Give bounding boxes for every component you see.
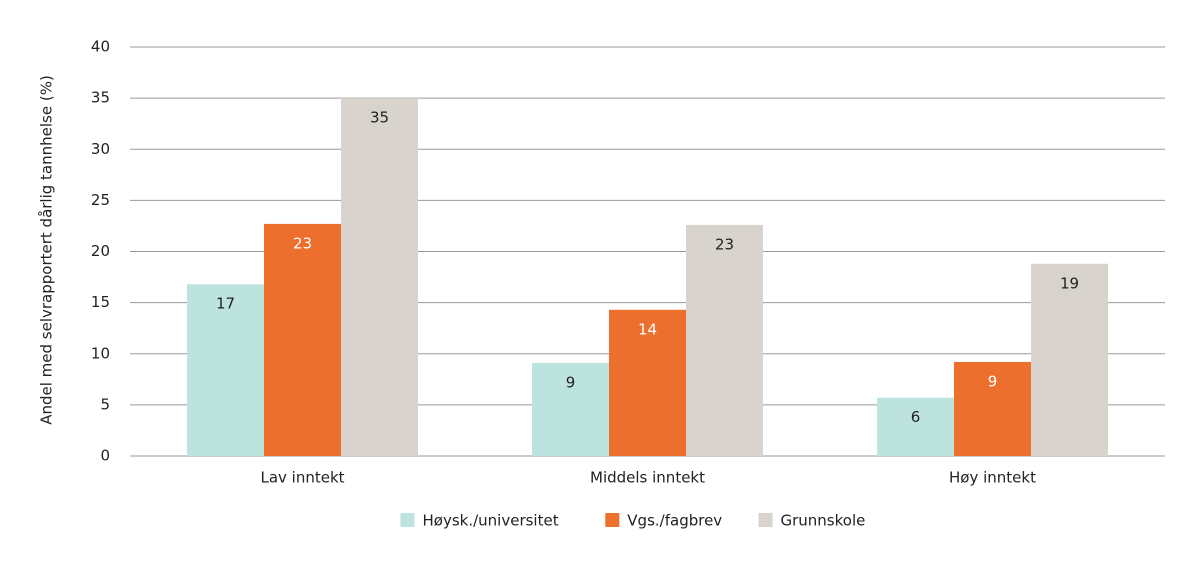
value-label: 14	[638, 320, 657, 338]
y-tick-label: 0	[100, 447, 110, 465]
value-label: 19	[1060, 274, 1079, 292]
legend-label: Grunnskole	[781, 512, 866, 530]
bar	[1031, 263, 1108, 456]
y-tick-label: 25	[91, 191, 110, 209]
legend-swatch	[758, 513, 773, 527]
value-label: 9	[566, 373, 576, 391]
value-label: 6	[911, 408, 921, 426]
y-tick-label: 35	[91, 89, 110, 107]
x-tick-label: Middels inntekt	[590, 469, 705, 487]
y-tick-label: 20	[91, 242, 110, 260]
y-axis-title: Andel med selvrapportert dårlig tannhels…	[38, 75, 56, 425]
bar	[264, 223, 341, 456]
bar	[609, 309, 686, 456]
x-tick-label: Lav inntekt	[260, 469, 344, 487]
bar	[187, 284, 264, 456]
legend-swatch	[400, 513, 415, 527]
value-label: 17	[216, 295, 235, 313]
bar	[877, 397, 954, 456]
y-tick-label: 40	[91, 38, 110, 56]
value-label: 35	[370, 109, 389, 127]
y-tick-label: 30	[91, 140, 110, 158]
x-tick-label: Høy inntekt	[949, 469, 1036, 487]
legend-label: Høysk./universitet	[423, 512, 559, 530]
legend-label: Vgs./fagbrev	[627, 512, 722, 530]
value-label: 23	[293, 234, 312, 252]
value-label: 23	[715, 235, 734, 253]
bar	[532, 362, 609, 456]
bar	[686, 224, 763, 456]
bar	[954, 361, 1031, 456]
value-label: 9	[988, 372, 998, 390]
y-tick-label: 15	[91, 293, 110, 311]
bar	[341, 98, 418, 456]
y-tick-label: 5	[100, 395, 110, 413]
y-tick-label: 10	[91, 344, 110, 362]
legend-swatch	[605, 513, 620, 527]
